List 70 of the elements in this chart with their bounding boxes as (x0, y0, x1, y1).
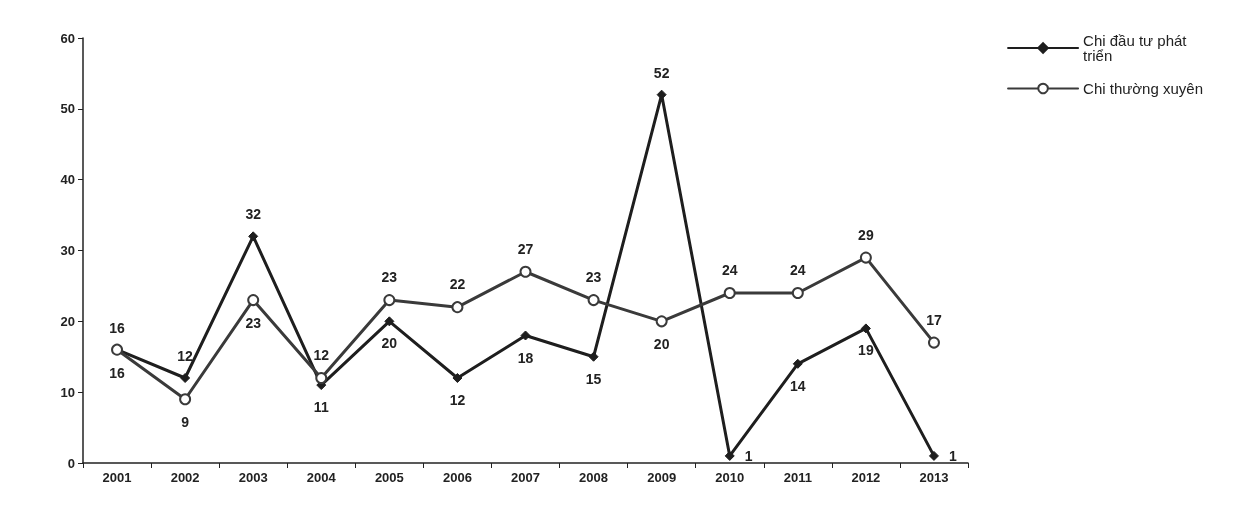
point (248, 231, 259, 242)
y-tick-label: 30 (60, 243, 75, 258)
x-tick-label: 2010 (715, 470, 745, 485)
data-label: 20 (381, 335, 398, 352)
data-label: 32 (245, 206, 262, 223)
y-tick-label: 20 (60, 313, 75, 329)
point (859, 251, 872, 264)
point (315, 372, 328, 384)
point (927, 336, 940, 349)
x-tick-label: 2004 (306, 470, 337, 485)
point (179, 393, 192, 406)
point (519, 265, 532, 278)
point (724, 450, 735, 461)
data-label: 16 (109, 319, 126, 336)
point (247, 294, 260, 307)
data-label: 16 (109, 364, 126, 381)
x-tick-label: 2012 (851, 470, 881, 485)
point (723, 287, 736, 299)
x-tick-label: 2002 (170, 470, 200, 485)
data-label: 12 (177, 348, 194, 364)
point (520, 330, 531, 341)
data-label: 9 (181, 414, 190, 431)
legend-label: Chi thường xuyên (1083, 80, 1204, 97)
data-label: 18 (517, 349, 534, 366)
point (655, 315, 668, 328)
data-label: 52 (653, 64, 670, 81)
data-label: 24 (721, 262, 738, 278)
point (791, 287, 804, 299)
x-tick-label: 2013 (919, 470, 949, 485)
data-label: 17 (926, 311, 942, 328)
x-tick-label: 2007 (511, 470, 540, 485)
data-label: 19 (858, 342, 874, 359)
data-label: 15 (585, 370, 602, 387)
point (587, 294, 600, 307)
x-tick-label: 2006 (442, 470, 472, 485)
y-tick-label: 50 (60, 101, 75, 117)
y-tick-label: 0 (67, 455, 75, 471)
data-label: 29 (858, 226, 874, 243)
data-label: 20 (653, 336, 670, 353)
point (588, 351, 599, 362)
y-tick-label: 60 (60, 30, 75, 46)
data-label: 23 (381, 269, 398, 286)
data-label: 27 (517, 240, 534, 257)
data-label: 23 (585, 269, 602, 286)
point (792, 358, 803, 369)
x-tick-label: 2003 (238, 470, 268, 485)
point (180, 373, 191, 383)
data-label: 12 (449, 392, 466, 408)
x-tick-label: 2008 (579, 470, 609, 485)
data-label: 24 (790, 262, 806, 278)
data-label: 1 (948, 447, 957, 464)
point (451, 301, 464, 314)
data-label: 22 (449, 276, 466, 293)
point (928, 450, 939, 461)
point (860, 323, 871, 334)
point (452, 373, 463, 383)
x-tick-label: 2009 (647, 470, 677, 485)
y-tick-label: 40 (60, 172, 75, 188)
data-label: 14 (790, 377, 806, 394)
y-tick-label: 10 (60, 384, 75, 400)
data-label: 12 (313, 347, 330, 363)
point (383, 294, 396, 307)
x-tick-label: 2011 (783, 470, 812, 485)
data-label: 1 (744, 447, 753, 464)
data-label: 11 (313, 399, 329, 416)
point (384, 316, 395, 327)
x-tick-label: 2001 (102, 470, 132, 485)
x-tick-label: 2005 (374, 470, 404, 485)
legend-label: Chi đầu tư phát triển (1083, 32, 1191, 64)
data-label: 23 (245, 315, 262, 332)
